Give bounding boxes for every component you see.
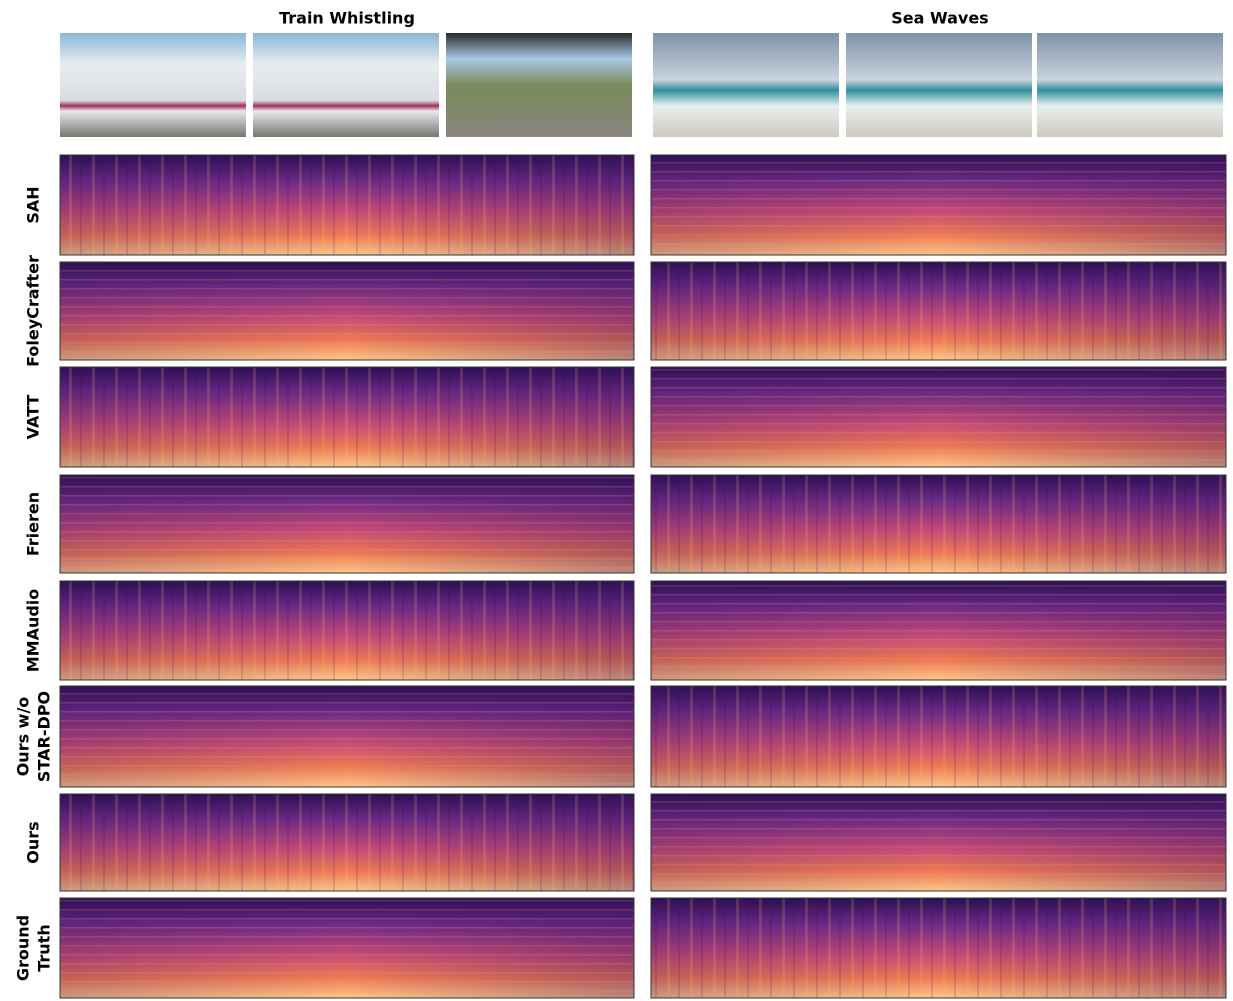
video-frame: [846, 33, 1032, 137]
video-frame: [653, 33, 839, 137]
row-label: Ground: [14, 915, 33, 981]
row-label: Ours w/o: [14, 697, 33, 777]
spectrogram-texture: [651, 794, 1226, 891]
spectrogram-texture: [651, 686, 1226, 787]
spectrogram-texture: [60, 155, 634, 255]
row-label: STAR-DPO: [35, 691, 54, 782]
spectrogram-texture: [60, 794, 634, 891]
column-title: Sea Waves: [891, 9, 988, 28]
spectrogram-texture: [60, 262, 634, 360]
video-frame: [1037, 33, 1223, 137]
spectrogram-texture: [60, 367, 634, 467]
spectrogram-texture: [651, 155, 1226, 255]
row-label: Frieren: [24, 492, 43, 556]
row-label: VATT: [24, 395, 43, 440]
video-frame: [60, 33, 246, 137]
spectrogram-texture: [651, 898, 1226, 998]
spectrogram-texture: [651, 475, 1226, 573]
spectrogram-texture: [651, 367, 1226, 467]
spectrogram-texture: [60, 475, 634, 573]
row-label: FoleyCrafter: [24, 255, 43, 367]
row-label: MMAudio: [24, 589, 43, 673]
figure: Train Whistling Sea Waves SAH FoleyCrafter V…: [0, 0, 1233, 1001]
row-label: Ours: [24, 821, 43, 863]
spectrogram-texture: [651, 262, 1226, 360]
video-frames: [60, 33, 1223, 137]
row-label: Truth: [35, 924, 54, 971]
spectrogram-texture: [60, 686, 634, 787]
spectrogram-texture: [651, 581, 1226, 680]
spectrogram-texture: [60, 581, 634, 680]
video-frame: [446, 33, 632, 137]
spectrogram-texture: [60, 898, 634, 998]
column-title: Train Whistling: [279, 9, 415, 28]
row-label: SAH: [24, 186, 43, 223]
video-frame: [253, 33, 439, 137]
